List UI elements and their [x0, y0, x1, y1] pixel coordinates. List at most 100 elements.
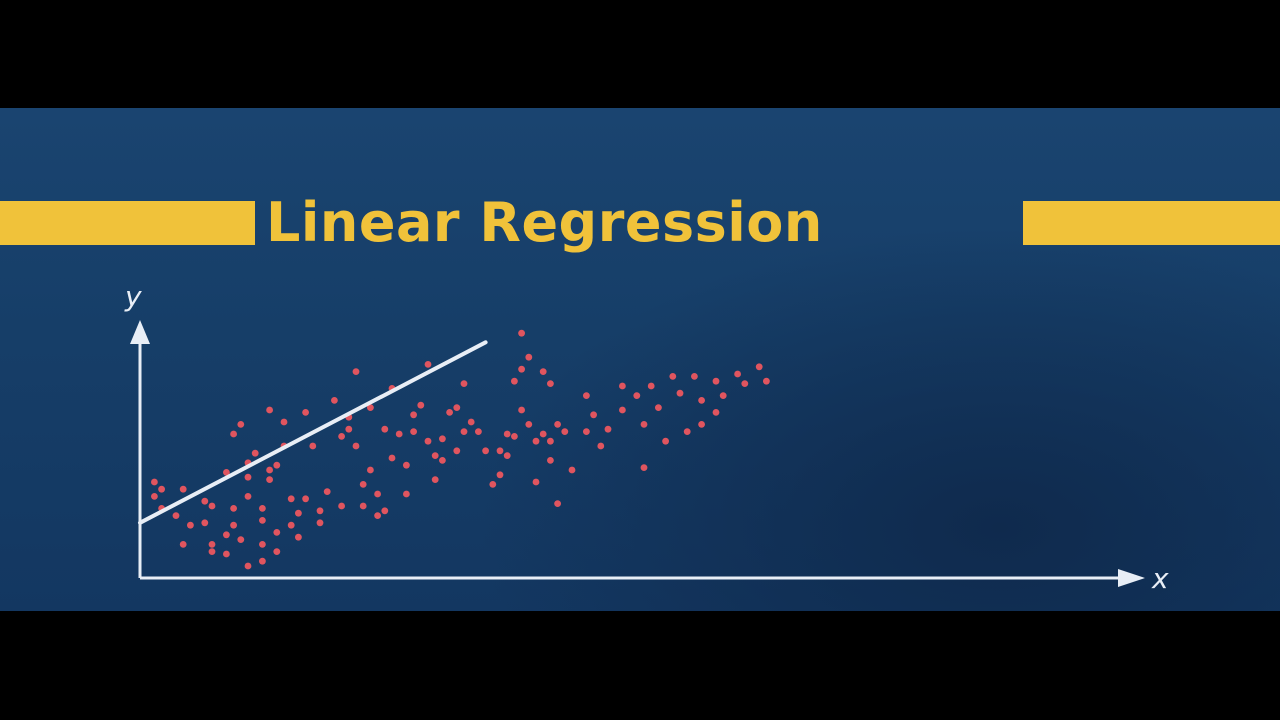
scatter-point	[374, 490, 381, 498]
scatter-point	[431, 476, 439, 483]
scatter-point	[655, 404, 662, 411]
scatter-point	[237, 421, 245, 428]
scatter-point	[237, 536, 245, 543]
scatter-point	[316, 519, 324, 527]
scatter-point	[359, 502, 367, 510]
scatter-point	[352, 368, 360, 375]
scatter-point	[208, 502, 216, 510]
scatter-point	[547, 457, 554, 464]
scatter-point	[223, 550, 230, 558]
scatter-point	[446, 409, 453, 416]
scatter-point	[403, 490, 410, 498]
scatter-point	[172, 512, 180, 519]
scatter-point	[187, 521, 194, 529]
scatter-point	[460, 428, 468, 435]
scatter-point	[388, 454, 396, 462]
scatter-point	[525, 353, 533, 361]
scatter-point	[367, 404, 374, 411]
scatter-point	[439, 435, 446, 443]
scatter-point	[381, 425, 389, 433]
scatter-point	[273, 529, 281, 536]
scatter-point	[719, 392, 727, 399]
x-axis-label: x	[1151, 562, 1169, 595]
scatter-point	[331, 397, 338, 404]
scatter-point	[295, 533, 302, 541]
title-accent-bar-right	[1023, 201, 1280, 245]
scatter-point	[251, 449, 259, 457]
scatter-point	[266, 406, 273, 414]
scatter-point	[712, 409, 720, 416]
scatter-point	[554, 421, 561, 428]
scatter-point	[518, 406, 525, 414]
scatter-point	[359, 481, 367, 488]
scatter-point	[554, 500, 561, 507]
scatter-point	[475, 428, 482, 435]
scatter-point	[395, 430, 403, 438]
scatter-point	[244, 473, 252, 481]
scatter-point	[424, 361, 432, 368]
scatter-point	[662, 437, 669, 445]
scatter-point	[424, 437, 432, 445]
scatter-point	[755, 363, 763, 371]
scatter-point	[532, 437, 540, 445]
scatter-point	[539, 368, 547, 375]
scatter-point	[539, 430, 547, 438]
scatter-point	[201, 497, 209, 505]
scatter-point	[467, 418, 475, 426]
scatter-point	[316, 507, 324, 515]
scatter-point	[698, 397, 705, 404]
scatter-point	[503, 430, 511, 438]
scatter-point	[223, 531, 230, 539]
scatter-point	[691, 373, 698, 380]
scatter-point	[511, 433, 518, 440]
scatter-points	[151, 329, 770, 570]
scatter-point	[259, 505, 266, 512]
scatter-point	[266, 476, 273, 483]
scatter-point	[151, 478, 158, 486]
scatter-point	[511, 377, 518, 385]
scatter-point	[338, 433, 345, 440]
scatter-point	[381, 507, 389, 515]
scatter-point	[640, 464, 648, 471]
scatter-point	[453, 404, 461, 411]
scatter-point	[208, 548, 216, 555]
scatter-point	[647, 382, 655, 390]
scatter-point	[309, 442, 317, 450]
regression-line	[138, 340, 488, 525]
scatter-point	[676, 389, 684, 397]
scatter-point	[683, 428, 691, 435]
scatter-point	[151, 493, 158, 500]
scatter-point	[280, 418, 288, 426]
scatter-point	[273, 461, 281, 469]
scatter-point	[230, 521, 238, 529]
scatter-point	[158, 485, 166, 493]
scatter-point	[619, 406, 626, 414]
scatter-point	[763, 377, 770, 385]
scatter-point	[734, 370, 741, 378]
chart-title: Linear Regression	[266, 191, 823, 254]
scatter-point	[568, 466, 576, 474]
linear-regression-banner: Linear Regression y x	[0, 108, 1280, 611]
scatter-point	[259, 517, 266, 524]
scatter-point	[273, 548, 281, 555]
scatter-point	[712, 377, 720, 385]
scatter-plot: y x	[124, 280, 1169, 595]
scatter-point	[208, 541, 216, 548]
scatter-point	[518, 329, 525, 337]
scatter-point	[518, 365, 525, 373]
scatter-point	[266, 466, 273, 474]
scatter-point	[403, 461, 410, 469]
scatter-point	[244, 493, 252, 500]
scatter-point	[453, 447, 461, 455]
title-row: Linear Regression	[0, 191, 1280, 265]
scatter-point	[604, 425, 612, 433]
scatter-point	[323, 488, 331, 495]
x-axis-arrowhead	[1118, 569, 1145, 587]
y-axis-label: y	[124, 280, 142, 313]
scatter-point	[302, 409, 309, 416]
scatter-point	[597, 442, 605, 450]
scatter-point	[374, 512, 381, 519]
scatter-point	[230, 430, 238, 438]
scatter-point	[179, 485, 187, 493]
scatter-point	[431, 452, 439, 459]
